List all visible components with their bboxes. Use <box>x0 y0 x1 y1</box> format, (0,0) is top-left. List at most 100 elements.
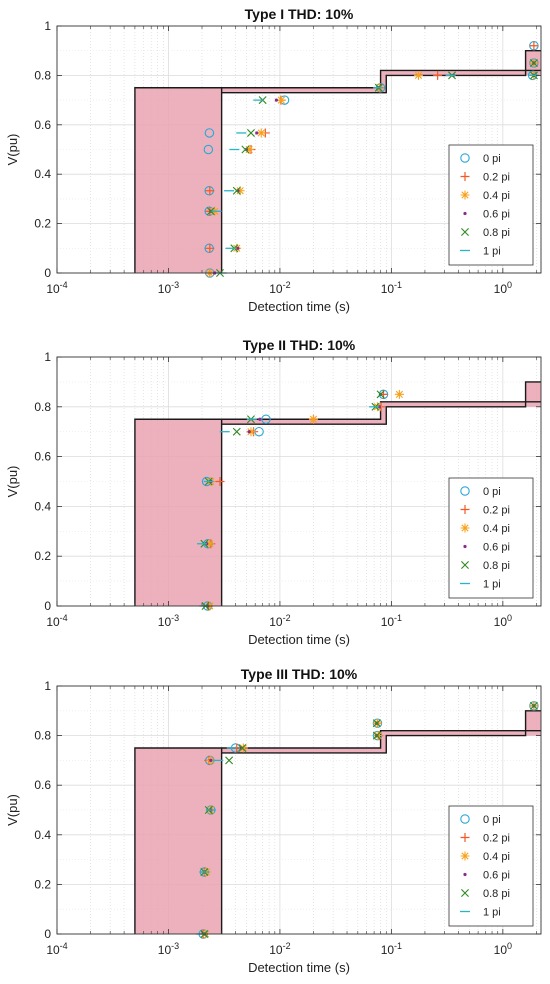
y-tick-label: 0.6 <box>34 450 51 464</box>
data-point <box>236 246 240 250</box>
x-tick-label: 10-3 <box>158 613 179 629</box>
data-point <box>529 59 538 68</box>
x-tick-label: 100 <box>494 280 512 296</box>
legend-marker <box>460 190 470 200</box>
legend-label: 0.6 pi <box>483 870 510 882</box>
data-point <box>244 145 254 154</box>
y-tick-label: 0.8 <box>34 729 51 743</box>
x-axis-label: Detection time (s) <box>248 632 350 647</box>
boundary-curve-upper <box>221 729 541 749</box>
chart-panel-1: 10-4 10-3 10-2 10-1 100 0 0.2 0.4 0.6 0.8 1 Type I … <box>5 6 542 314</box>
data-point <box>394 389 404 399</box>
legend-box <box>448 805 534 927</box>
data-point <box>215 477 225 486</box>
legend-label: 0.2 pi <box>483 833 510 845</box>
x-tick-label: 10-3 <box>158 280 179 296</box>
x-tick-label: 10-2 <box>269 941 290 957</box>
legend-label: 0.8 pi <box>483 227 510 239</box>
ride-through-band <box>221 50 541 93</box>
y-axis-label: V(pu) <box>5 134 20 166</box>
data-point <box>238 744 247 752</box>
chart-title: Type II THD: 10% <box>243 337 356 353</box>
y-tick-label: 0.4 <box>34 167 51 181</box>
data-point <box>238 743 248 753</box>
data-point <box>246 128 255 137</box>
data-point <box>308 414 318 424</box>
x-tick-label: 100 <box>494 941 512 957</box>
data-point <box>205 539 215 549</box>
legend-label: 1 pi <box>483 907 501 919</box>
x-tick-label: 10-4 <box>46 941 67 957</box>
data-point <box>205 243 215 253</box>
legend-marker <box>461 561 469 569</box>
legend-label: 0.6 pi <box>483 209 510 221</box>
data-point <box>255 131 259 135</box>
legend-label: 0.8 pi <box>483 888 510 900</box>
y-tick-label: 1 <box>44 679 51 693</box>
legend-label: 0.2 pi <box>483 172 510 184</box>
y-tick-label: 0 <box>44 927 51 941</box>
chart-title: Type III THD: 10% <box>241 666 358 682</box>
legend-label: 0.4 pi <box>483 523 510 535</box>
x-tick-label: 10-3 <box>158 941 179 957</box>
chart-title: Type I THD: 10% <box>245 6 354 22</box>
x-tick-label: 10-4 <box>46 280 67 296</box>
legend-marker <box>460 153 470 163</box>
data-point <box>413 70 423 80</box>
legend-marker <box>460 486 470 496</box>
legend-marker <box>461 889 469 897</box>
data-point <box>232 186 241 195</box>
legend-box <box>448 477 534 599</box>
legend: 0 pi 0.2 pi 0.4 pi 0.6 pi 0.8 pi 1 pi <box>448 805 534 927</box>
y-axis-label: V(pu) <box>5 794 20 826</box>
legend-label: 0.6 pi <box>483 542 510 554</box>
legend-marker <box>460 505 470 514</box>
data-point <box>209 758 213 763</box>
y-tick-label: 0.4 <box>34 828 51 842</box>
legend-marker <box>460 833 470 842</box>
data-point <box>256 128 266 138</box>
legend-label: 0 pi <box>483 486 501 498</box>
y-tick-label: 0.6 <box>34 118 51 132</box>
y-tick-label: 0.6 <box>34 778 51 792</box>
data-point <box>247 430 251 434</box>
data-point <box>225 756 234 765</box>
data-point <box>204 128 215 138</box>
legend-marker <box>460 814 470 824</box>
boundary-curve-upper <box>221 69 541 89</box>
data-point <box>274 98 279 102</box>
ride-through-region <box>134 87 222 273</box>
axes-box <box>56 685 542 935</box>
y-tick-label: 0.2 <box>34 217 51 231</box>
x-tick-label: 10-1 <box>381 280 402 296</box>
data-point <box>372 719 381 728</box>
y-tick-label: 0.8 <box>34 68 51 82</box>
data-point <box>529 701 538 710</box>
ride-through-band <box>221 381 541 425</box>
axes-box <box>56 356 542 607</box>
x-tick-label: 100 <box>494 613 512 629</box>
legend-marker <box>463 211 467 216</box>
legend-marker <box>463 544 467 549</box>
data-point <box>235 186 245 196</box>
legend-marker <box>460 172 470 181</box>
legend-label: 1 pi <box>483 246 501 258</box>
data-point <box>377 405 381 409</box>
y-axis-label: V(pu) <box>5 466 20 498</box>
ride-through-region <box>134 748 222 934</box>
data-point <box>203 144 214 155</box>
x-tick-label: 10-4 <box>46 613 67 629</box>
x-tick-label: 10-2 <box>269 613 290 629</box>
ride-through-band <box>221 710 541 753</box>
data-point <box>246 427 256 437</box>
y-tick-label: 0 <box>44 599 51 613</box>
legend-label: 0.8 pi <box>483 560 510 572</box>
y-tick-label: 0.2 <box>34 549 51 563</box>
axes-box <box>56 25 542 274</box>
legend: 0 pi 0.2 pi 0.4 pi 0.6 pi 0.8 pi 1 pi <box>448 477 534 599</box>
x-tick-label: 10-1 <box>381 941 402 957</box>
legend-label: 0 pi <box>483 814 501 826</box>
ride-through-region <box>134 419 222 606</box>
data-point <box>241 145 250 154</box>
